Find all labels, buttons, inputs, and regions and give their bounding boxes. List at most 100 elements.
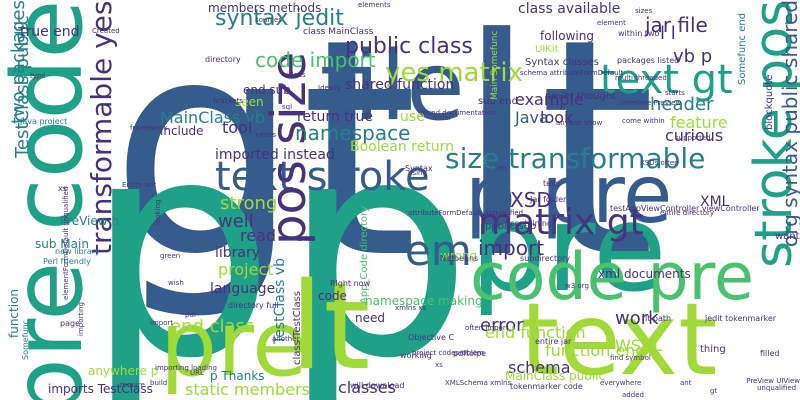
word-function: function (7, 288, 21, 338)
word-blockquote: blockquote (764, 74, 775, 130)
word-interface-preview: interface PreView (620, 99, 682, 107)
word-two-packages: two packages (8, 0, 29, 124)
word-work: work (615, 308, 659, 329)
word-green: green (160, 252, 181, 260)
word-thing: thing (700, 344, 726, 355)
word-sizes: sizes (635, 7, 653, 15)
word-library: library (215, 245, 261, 261)
word-code-pre: code pre (470, 240, 754, 315)
word-jedit-tokenmarker: jedit tokenmarker (705, 314, 777, 323)
word-xs: xs (58, 184, 67, 193)
word-entire-ant: Entire ant (122, 181, 157, 189)
word-uikit: UIKit (535, 44, 559, 55)
word-problem: problem (455, 349, 484, 357)
word-true-end: true end (20, 24, 80, 40)
word-lt: lt (455, 0, 656, 324)
word-text-stroke: text stroke (215, 154, 430, 200)
word-end-class: end class (170, 316, 255, 337)
word-lt: lt (290, 258, 371, 397)
word-multi-threaded: multi threaded (615, 74, 667, 82)
word-starts: starts (665, 89, 685, 97)
word-curious: curious (665, 126, 724, 145)
word-supported: supported (675, 134, 711, 142)
word-ideas: ideas (287, 71, 306, 79)
word-java-project: Java project (20, 117, 68, 126)
word-p: p (282, 75, 473, 400)
word-directory: directory (205, 55, 241, 64)
word-include: include (160, 124, 204, 138)
word-main-somefunc: Main Somefunc (490, 30, 500, 100)
word-jar-folder: Jar folder (530, 195, 567, 204)
word-new-library: new library (55, 247, 100, 256)
word-gt: gt (710, 387, 718, 395)
word-importing-loading: importing loading (155, 364, 217, 372)
word-anywhere-p: anywhere p (88, 364, 159, 378)
word-text-gt: text gt (600, 57, 733, 103)
word-yes-matrix: yes matrix (385, 58, 523, 88)
word-never-thought: never thought (545, 91, 617, 102)
word-language: language (210, 281, 276, 297)
word-p-thanks: p Thanks (210, 369, 265, 383)
word-tool: tool (222, 118, 253, 137)
word-members-methods: members methods (208, 1, 322, 15)
word-framework: framework (130, 124, 168, 132)
word-find-symbol: find symbol (610, 354, 651, 362)
word-file: file (320, 32, 465, 142)
word-vb-p: vb p (673, 46, 713, 67)
word-xsds-often: XSDs often (640, 159, 679, 167)
word-containing: containing (510, 219, 553, 228)
word-entire-directory: entire directory (660, 209, 715, 217)
word-end-sub: end sub (243, 83, 291, 97)
word-order: order (433, 114, 452, 122)
word-require: require (120, 381, 145, 389)
word-added: added (622, 391, 644, 399)
word-anyone-show: anyone show (556, 119, 603, 127)
word-wish: wish (168, 279, 184, 287)
word-mainclass-vb: MainClass vb (160, 108, 265, 127)
word-pdftoipe: pdftoipe (453, 349, 487, 358)
word-return-true: return true (297, 109, 373, 125)
word-ant: ant (680, 379, 692, 387)
word-public-sub: public sub (485, 221, 537, 232)
word-ideally: Ideally (318, 84, 342, 92)
word-lt-path: lt path (645, 314, 672, 323)
word-schema-attributeformdefault: schema attributeFormDefault (520, 69, 624, 77)
word-w3-org: w3 org (565, 282, 589, 290)
word-l-l: l l (660, 23, 676, 44)
word-xml-documents: xml documents (598, 267, 691, 281)
word-namespace: namespace (295, 121, 411, 145)
word-xs: xs (435, 361, 443, 369)
word-java: Java (515, 108, 549, 127)
word-come-within: come within (622, 117, 665, 125)
word-url: URL (190, 369, 204, 377)
word-project-code: project code (412, 349, 456, 357)
word-found-documentation: found documentation (420, 109, 496, 117)
word-somefunc: Somefunc (21, 319, 30, 360)
word-xsd: XSD (510, 188, 552, 212)
word-build: build (150, 379, 168, 387)
word-p: p (85, 75, 276, 400)
word-gt: gt (110, 0, 419, 324)
word-want: want (775, 231, 800, 242)
word-schema: schema (508, 358, 571, 377)
word-sub-end: sub end (478, 96, 518, 107)
word-em: em (405, 226, 472, 275)
word-everywhere: everywhere (600, 379, 642, 387)
word-looking: looking (154, 199, 162, 225)
word-within-two: within two (618, 29, 660, 38)
word-syntax-jedit: syntax jedit (215, 6, 344, 31)
word-created: Created (92, 27, 120, 35)
word-following: following (540, 29, 594, 43)
word-use: use (400, 109, 425, 125)
word-import: import (150, 319, 174, 327)
word-class-testclass: class TestClass (292, 290, 303, 365)
word-strong: strong (220, 193, 278, 214)
word-somefunc-end: Somefunc end (737, 12, 748, 85)
word-exist: exist (297, 235, 314, 243)
word-classes: classes (338, 378, 396, 397)
word-ton: ton (495, 164, 507, 172)
word-read: read (240, 226, 277, 245)
word-perl-friendly: Perl friendly (43, 257, 91, 266)
word-syntax: Syntax (405, 164, 433, 173)
word-function-end: function end (545, 341, 646, 360)
